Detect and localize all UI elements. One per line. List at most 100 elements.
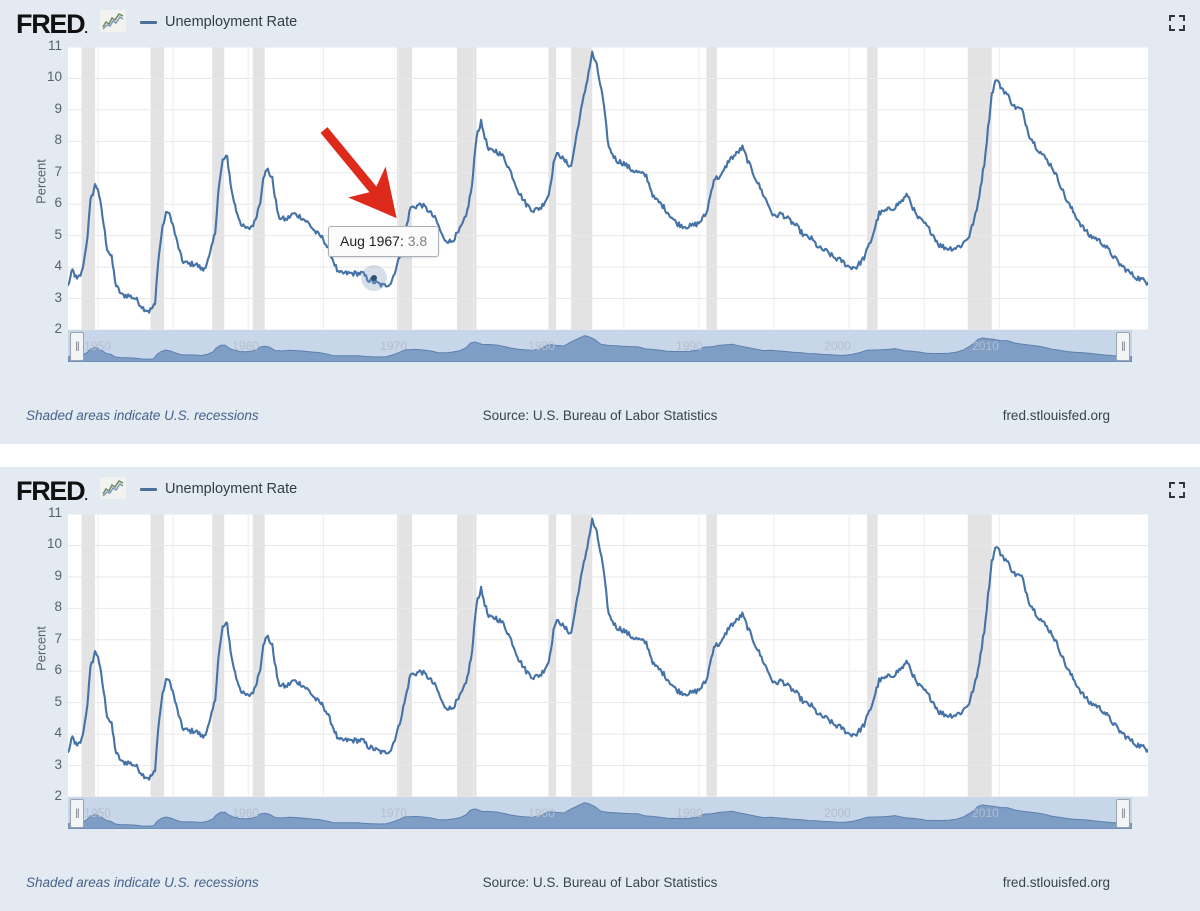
navigator-year-1980: 1980 — [528, 806, 555, 820]
legend-label-bottom: Unemployment Rate — [165, 481, 298, 497]
fred-logo-text: FRED — [16, 9, 86, 39]
y-tick-3: 3 — [54, 756, 62, 772]
chart-header: FRED. Unemployment Rate — [0, 0, 1200, 46]
recession-band-6 — [548, 47, 557, 330]
recession-band-4 — [396, 47, 412, 330]
y-tick-4: 4 — [54, 258, 62, 274]
y-tick-2: 2 — [54, 788, 62, 803]
y-tick-3: 3 — [54, 289, 62, 305]
tooltip-value: 3.8 — [407, 233, 428, 249]
recession-note: Shaded areas indicate U.S. recessions — [26, 408, 259, 423]
y-axis-ticks-top: 11 10 9 8 7 6 5 4 3 2 — [28, 38, 62, 336]
fred-logo-text-bottom: FRED — [16, 476, 86, 506]
fullscreen-icon-bottom[interactable] — [1166, 479, 1188, 501]
y-tick-11: 11 — [47, 505, 62, 520]
panel-divider — [0, 444, 1200, 467]
y-tick-2: 2 — [54, 321, 62, 336]
chart-footer-bottom: Shaded areas indicate U.S. recessions So… — [0, 871, 1200, 905]
range-navigator-bottom[interactable]: 1950 1960 1970 1980 1990 2000 2010 || || — [68, 797, 1132, 829]
y-tick-8: 8 — [54, 599, 62, 615]
y-tick-7: 7 — [54, 630, 62, 646]
range-handle-right-grip: || — [1121, 340, 1125, 352]
plot-area-bottom[interactable] — [68, 514, 1148, 797]
unemployment-line-chart-top — [68, 47, 1148, 330]
recession-band-5 — [457, 47, 477, 330]
navigator-year-1990: 1990 — [676, 339, 703, 353]
y-tick-8: 8 — [54, 132, 62, 148]
navigator-year-2010: 2010 — [972, 806, 999, 820]
recession-band-7 — [571, 47, 593, 330]
navigator-area-top — [68, 335, 1132, 362]
y-tick-5: 5 — [54, 693, 62, 709]
range-handle-left[interactable]: || — [70, 332, 84, 361]
y-axis-ticks-bottom: 11 10 9 8 7 6 5 4 3 2 — [28, 505, 62, 803]
annotation-arrow-top — [320, 127, 397, 219]
recession-band-7 — [571, 514, 593, 797]
chart-header-bottom: FRED. Unemployment Rate — [0, 467, 1200, 513]
legend-line-swatch — [140, 20, 157, 24]
source-note-bottom: Source: U.S. Bureau of Labor Statistics — [482, 875, 718, 890]
chart-legend-bottom[interactable]: Unemployment Rate — [140, 481, 297, 497]
navigator-year-1980: 1980 — [528, 339, 555, 353]
navigator-year-1970: 1970 — [380, 339, 407, 353]
range-navigator-top[interactable]: 1950 1960 1970 1980 1990 2000 2010 || || — [68, 330, 1132, 362]
fred-logo: FRED. — [16, 9, 88, 40]
navigator-year-2010: 2010 — [972, 339, 999, 353]
range-handle-left-bottom[interactable]: || — [70, 799, 84, 828]
recession-band-4 — [396, 514, 412, 797]
fred-url: fred.stlouisfed.org — [1002, 408, 1110, 423]
hover-marker-dot-top — [371, 275, 377, 281]
source-note: Source: U.S. Bureau of Labor Statistics — [482, 408, 718, 423]
navigator-sparkline-top — [68, 335, 1132, 362]
range-handle-right-bottom[interactable]: || — [1116, 799, 1130, 828]
navigator-year-1990: 1990 — [676, 806, 703, 820]
navigator-area-bottom — [68, 802, 1132, 829]
fred-chart-panel-top: FRED. Unemployment Rate Percent 11 10 9 8 7 6… — [0, 0, 1200, 444]
y-tick-6: 6 — [54, 195, 62, 211]
y-tick-9: 9 — [54, 100, 62, 116]
recession-band-6 — [548, 514, 557, 797]
fullscreen-icon[interactable] — [1166, 12, 1188, 34]
tooltip-separator: : — [399, 233, 404, 249]
navigator-year-2000: 2000 — [824, 806, 851, 820]
recession-band-5 — [457, 514, 477, 797]
range-handle-left-grip-bottom: || — [75, 807, 79, 819]
range-handle-right-grip-bottom: || — [1121, 807, 1125, 819]
fred-chart-icon — [100, 10, 126, 32]
range-handle-right[interactable]: || — [1116, 332, 1130, 361]
plot-area-top[interactable] — [68, 47, 1148, 330]
recession-band-9 — [867, 514, 878, 797]
navigator-inner-bottom: 1950 1960 1970 1980 1990 2000 2010 — [68, 797, 1132, 829]
recession-band-1 — [150, 514, 165, 797]
legend-label: Unemployment Rate — [165, 14, 298, 30]
y-tick-10: 10 — [46, 536, 62, 552]
navigator-year-1960: 1960 — [232, 339, 259, 353]
fred-chart-icon-bottom — [100, 477, 126, 499]
y-tick-7: 7 — [54, 163, 62, 179]
tooltip-date: Aug 1967 — [340, 233, 400, 249]
chart-footer-top: Shaded areas indicate U.S. recessions So… — [0, 404, 1200, 438]
range-handle-left-grip: || — [75, 340, 79, 352]
y-tick-6: 6 — [54, 662, 62, 678]
unemployment-line-top — [68, 50, 1148, 314]
navigator-year-1950: 1950 — [84, 806, 111, 820]
y-tick-4: 4 — [54, 725, 62, 741]
fred-logo-dot: . — [84, 21, 88, 36]
navigator-year-1970: 1970 — [380, 806, 407, 820]
recession-band-0 — [81, 514, 96, 797]
y-tick-9: 9 — [54, 567, 62, 583]
navigator-inner-top: 1950 1960 1970 1980 1990 2000 2010 — [68, 330, 1132, 362]
chart-legend[interactable]: Unemployment Rate — [140, 14, 297, 30]
legend-line-swatch-bottom — [140, 487, 157, 491]
recession-band-9 — [867, 47, 878, 330]
unemployment-line-bottom — [68, 517, 1148, 781]
fred-chart-panel-bottom: FRED. Unemployment Rate Percent 11 10 9 8 7 6… — [0, 467, 1200, 911]
navigator-year-1950: 1950 — [84, 339, 111, 353]
navigator-sparkline-bottom — [68, 802, 1132, 829]
recession-band-1 — [150, 47, 165, 330]
fred-logo-dot-bottom: . — [84, 488, 88, 503]
y-tick-5: 5 — [54, 226, 62, 242]
recession-band-3 — [252, 514, 265, 797]
